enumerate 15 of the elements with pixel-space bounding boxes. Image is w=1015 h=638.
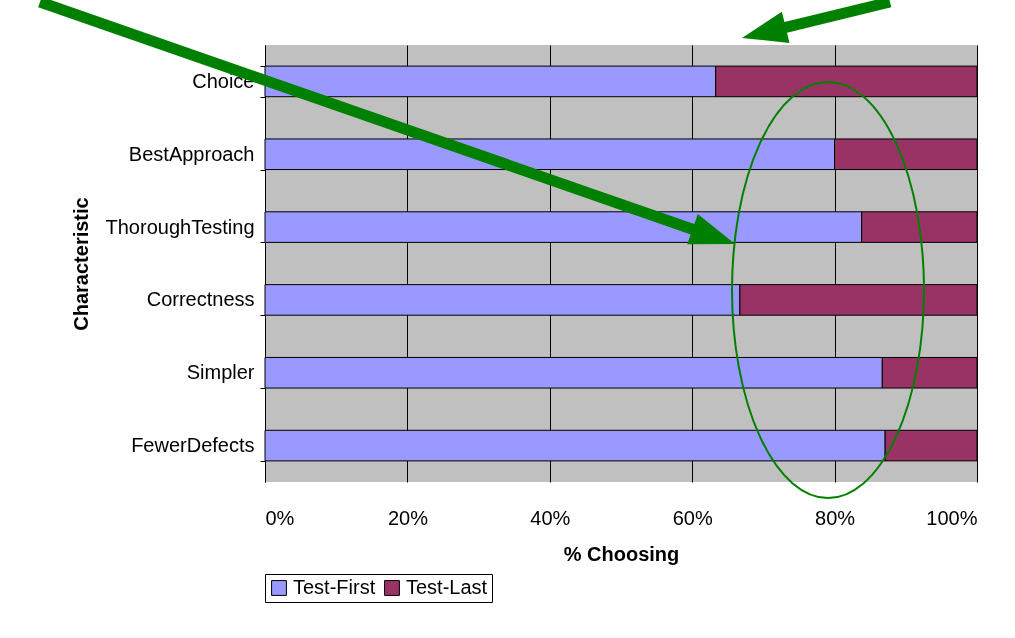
legend-label: Test-Last bbox=[406, 576, 488, 598]
y-axis-title: Characteristic bbox=[69, 197, 92, 331]
x-axis-title: % Choosing bbox=[563, 542, 680, 565]
y-tick-label: FewerDefects bbox=[131, 434, 255, 457]
y-tick-label: Simpler bbox=[186, 361, 255, 384]
x-tick-label: 80% bbox=[815, 506, 856, 529]
x-tick-label: 60% bbox=[672, 506, 713, 529]
legend-label: Test-First bbox=[293, 576, 376, 598]
x-tick-label: 0% bbox=[265, 506, 295, 529]
x-tick-label: 100% bbox=[926, 506, 978, 529]
x-tick-label: 20% bbox=[387, 506, 429, 529]
x-tick-label: 40% bbox=[530, 506, 571, 529]
y-tick-label: ThoroughTesting bbox=[105, 215, 255, 238]
y-tick-label: BestApproach bbox=[128, 142, 255, 165]
y-tick-label: Correctness bbox=[146, 288, 255, 311]
